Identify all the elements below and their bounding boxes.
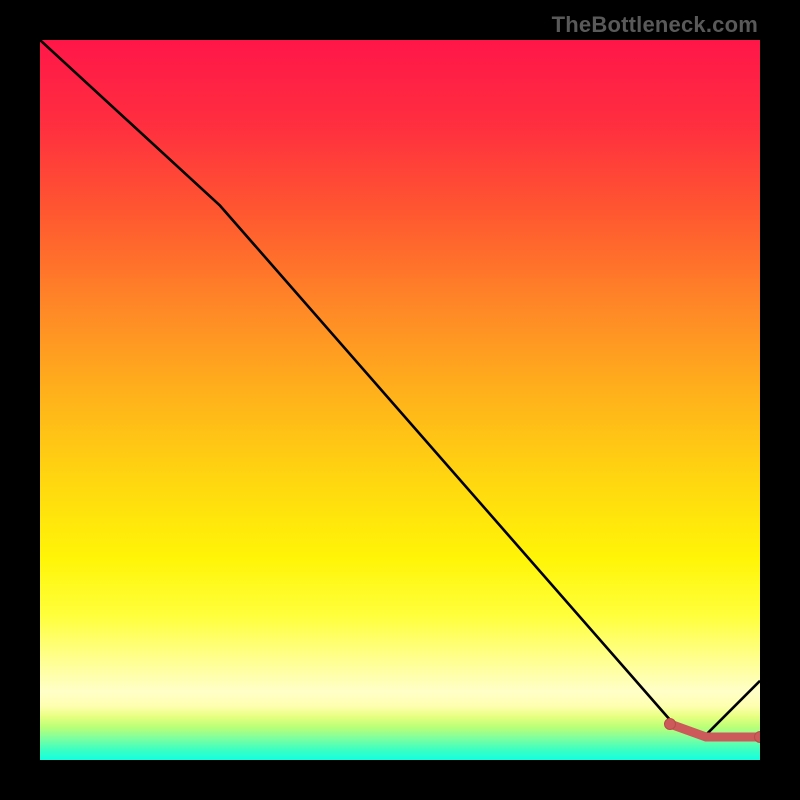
heatmap-background (40, 40, 760, 760)
attribution-text: TheBottleneck.com (552, 12, 758, 38)
optimal-range-start-cap (665, 719, 676, 730)
chart-area (40, 40, 760, 760)
gradient-line-chart (40, 40, 760, 760)
